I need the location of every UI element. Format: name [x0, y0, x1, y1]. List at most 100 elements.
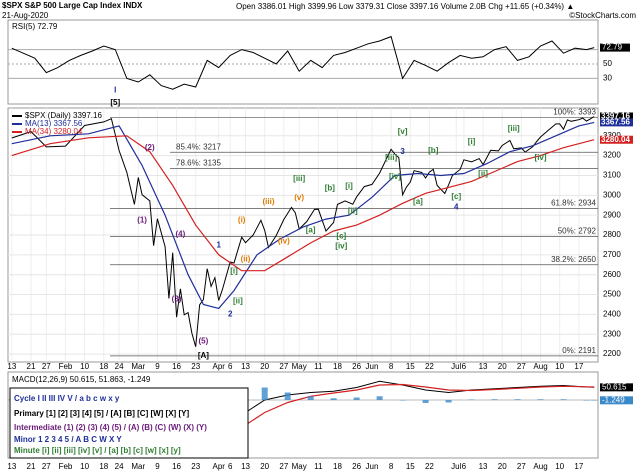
x-tick-label: 6	[228, 362, 233, 371]
wave-label: (1)	[137, 216, 147, 225]
legend-label: MA(34) 3280.04	[25, 127, 83, 136]
x-tick-label: 10	[555, 462, 564, 471]
wave-legend-item: Cycle I II III IV V / a b c w x y	[14, 394, 120, 403]
value-flag	[600, 118, 633, 127]
wave-label: [iii]	[385, 153, 397, 162]
wave-label: I	[114, 85, 116, 94]
value-flag-label: 3280.04	[601, 135, 630, 144]
x-tick-label: Jun	[366, 362, 379, 371]
value-flag-label: 3397.16	[601, 112, 630, 121]
x-tick-label: 6	[462, 462, 467, 471]
wave-label: [b]	[428, 146, 439, 155]
x-tick-label: 26	[352, 362, 361, 371]
wave-label: [i]	[230, 266, 238, 275]
x-tick-label: 20	[260, 362, 269, 371]
y-tick-label: 3000	[603, 190, 621, 199]
wave-label: (4)	[176, 230, 186, 239]
x-tick-label: 18	[333, 462, 342, 471]
wave-label: [v]	[398, 127, 408, 136]
y-tick-label: 2600	[603, 270, 621, 279]
x-tick-label: 13	[7, 362, 16, 371]
x-tick-label: 9	[155, 462, 160, 471]
x-tick-label: 13	[7, 462, 16, 471]
wave-label: (iv)	[278, 236, 290, 245]
x-tick-label: 21	[27, 362, 36, 371]
wave-label: [i]	[345, 182, 353, 191]
x-tick-label: 24	[115, 362, 124, 371]
x-tick-label: Jul	[451, 362, 461, 371]
x-tick-label: 15	[406, 462, 415, 471]
wave-label: [i]	[468, 137, 476, 146]
y-tick-label: 30	[603, 74, 612, 83]
wave-label: [iv]	[535, 153, 547, 162]
series-line	[11, 135, 595, 272]
y-tick-label: 3300	[603, 131, 621, 140]
x-tick-label: 8	[389, 362, 394, 371]
x-tick-label: 16	[172, 362, 181, 371]
x-tick-label: Apr	[212, 362, 225, 371]
x-tick-label: 11	[314, 462, 323, 471]
histogram-bar	[307, 396, 314, 400]
wave-label: (2)	[145, 143, 155, 152]
y-tick-label: 3200	[603, 151, 621, 160]
wave-label: [a]	[413, 197, 423, 206]
wave-label: [ii]	[478, 169, 488, 178]
x-tick-label: May	[292, 462, 307, 471]
x-tick-label: 27	[517, 362, 526, 371]
fib-label: 61.8%: 2934	[551, 199, 596, 208]
x-tick-label: 10	[555, 362, 564, 371]
value-flag	[600, 135, 633, 144]
histogram-bar	[399, 400, 406, 401]
x-tick-label: Jul	[451, 462, 461, 471]
wave-label: [b]	[325, 184, 336, 193]
x-tick-label: 18	[99, 462, 108, 471]
x-tick-label: 27	[279, 462, 288, 471]
x-tick-label: Jun	[366, 462, 379, 471]
wave-legend-item: Minor 1 2 3 4 5 / A B C W X Y	[14, 435, 122, 444]
value-flag-label: 50.615	[602, 382, 627, 391]
x-tick-label: Aug	[533, 362, 547, 371]
x-tick-label: 20	[498, 362, 507, 371]
x-tick-label: 13	[241, 462, 250, 471]
wave-label: [5]	[110, 98, 120, 107]
wave-legend-box	[9, 387, 249, 459]
legend-label: $SPX (Daily) 3397.16	[25, 111, 102, 120]
y-tick-label: 2500	[603, 290, 621, 299]
wave-label: [ii]	[348, 207, 358, 216]
histogram-bar	[491, 399, 498, 400]
y-tick-label: 2400	[603, 309, 621, 318]
histogram-bar	[468, 399, 475, 400]
x-tick-label: 26	[352, 462, 361, 471]
x-tick-label: Apr	[212, 462, 225, 471]
x-tick-label: Aug	[533, 462, 547, 471]
value-flag	[600, 383, 633, 392]
histogram-bar	[591, 400, 598, 401]
value-flag	[600, 396, 633, 405]
series-line	[11, 116, 595, 347]
panel-title: RSI(5) 72.79	[12, 22, 58, 31]
wave-label: [c]	[336, 231, 346, 240]
fib-label: 100%: 3393	[553, 107, 596, 116]
x-tick-label: May	[292, 362, 307, 371]
x-tick-label: 17	[574, 362, 583, 371]
x-tick-label: Feb	[59, 362, 73, 371]
x-tick-label: 22	[425, 462, 434, 471]
histogram-bar	[330, 398, 337, 400]
histogram-bar	[537, 399, 544, 400]
chart-date: 21-Aug-2020	[2, 11, 49, 20]
x-tick-label: 17	[574, 462, 583, 471]
x-tick-label: Mar	[131, 362, 145, 371]
x-tick-label: 13	[479, 362, 488, 371]
x-tick-label: 18	[333, 362, 342, 371]
fib-label: 85.4%: 3217	[176, 142, 221, 151]
fib-label: 78.6%: 3135	[176, 159, 221, 168]
y-tick-label: 2800	[603, 230, 621, 239]
series-line	[11, 35, 595, 90]
value-flag-label: -1.249	[602, 395, 625, 404]
y-tick-label: 2900	[603, 210, 621, 219]
quote: Open 3386.01 High 3399.96 Low 3379.31 Cl…	[236, 2, 574, 11]
x-tick-label: 8	[389, 462, 394, 471]
x-tick-label: 20	[498, 462, 507, 471]
x-tick-label: 24	[115, 462, 124, 471]
wave-label: (ii)	[241, 255, 251, 264]
